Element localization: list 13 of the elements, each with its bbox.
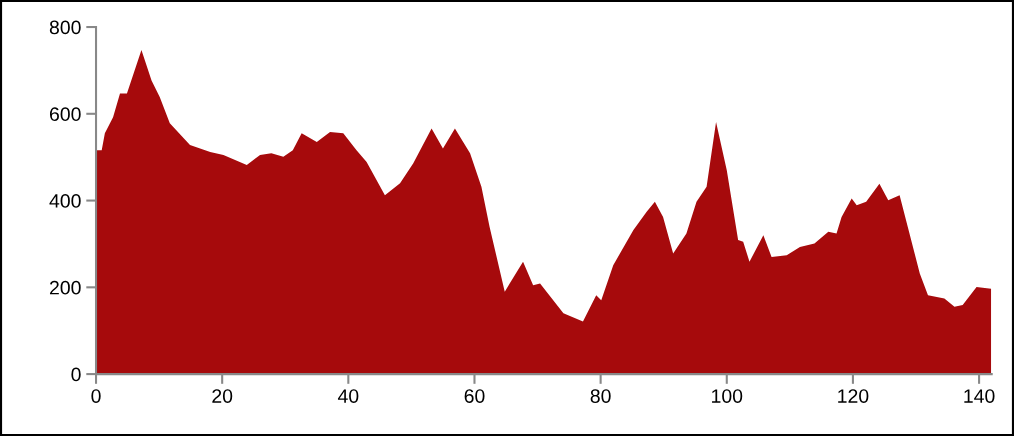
y-tick-label: 600: [49, 107, 81, 122]
x-tick-label: 120: [838, 389, 869, 403]
x-tick-label: 40: [337, 389, 359, 403]
x-tick-label: 20: [212, 389, 233, 403]
x-tick-label: 80: [590, 389, 611, 403]
x-tick-label: 60: [464, 389, 485, 403]
x-tick-label: 100: [712, 389, 743, 403]
y-tick-label: 200: [49, 280, 81, 295]
y-tick-label: 400: [49, 194, 81, 208]
x-tick-label: 140: [964, 389, 995, 403]
x-tick-label: 0: [91, 389, 101, 403]
y-tick-label: 800: [49, 20, 81, 35]
y-tick-label: 0: [71, 367, 81, 382]
